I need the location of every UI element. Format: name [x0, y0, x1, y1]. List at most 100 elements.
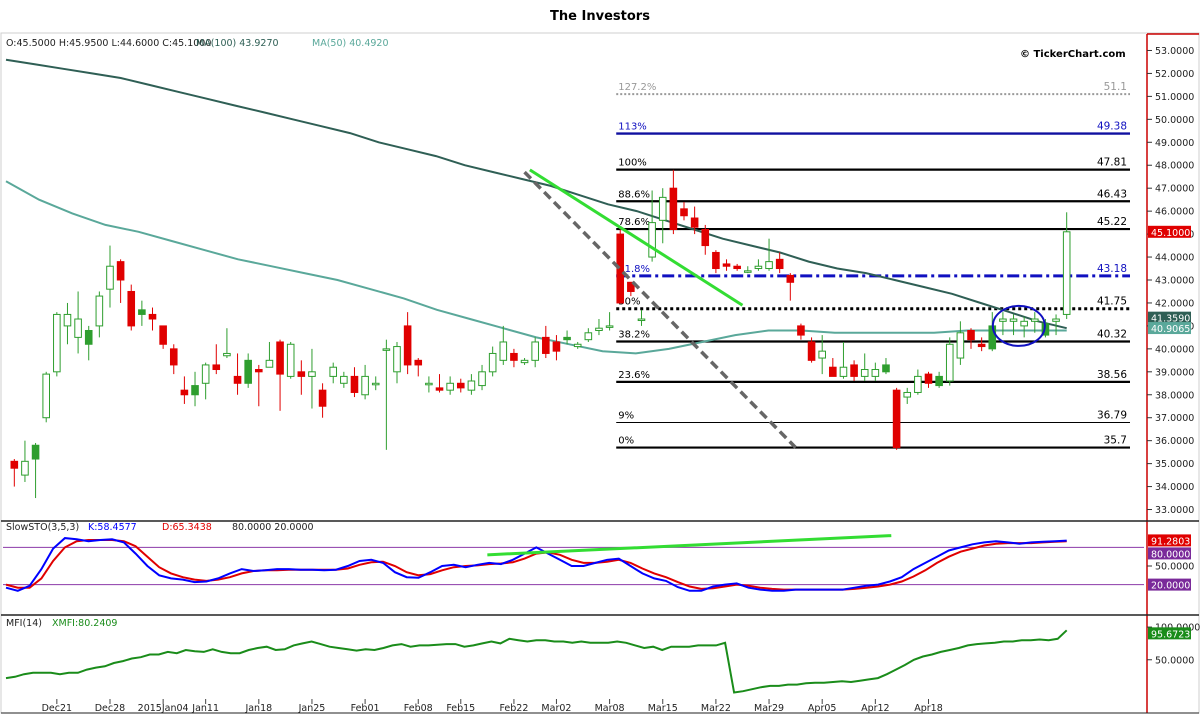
- candle-body: [573, 343, 582, 348]
- candle-body: [159, 325, 167, 345]
- candle-body: [371, 382, 380, 386]
- stoch-k-readout: K:58.4577: [88, 522, 137, 533]
- candle-body: [212, 364, 221, 371]
- stoch-levels-readout: 80.0000 20.0000: [232, 522, 314, 533]
- candle-body: [10, 460, 19, 469]
- fib-percent-label: 127.2%: [618, 82, 656, 93]
- ma50-line: [5, 180, 1067, 355]
- candle-body: [31, 444, 40, 460]
- x-tick-label: Jan25: [298, 703, 326, 714]
- x-tick-label: Jan11: [191, 703, 219, 714]
- candle-body: [977, 343, 986, 348]
- candle-body: [924, 373, 933, 384]
- stochastic-panel[interactable]: [3, 534, 1144, 592]
- candle-body: [84, 329, 93, 345]
- highlight-ellipse: [991, 304, 1046, 347]
- price-tick-label: 52.0000: [1155, 69, 1194, 80]
- candle-body: [648, 222, 656, 258]
- candle-body: [520, 359, 529, 364]
- candle-body: [510, 352, 518, 361]
- price-badge-label: 41.3590: [1151, 314, 1190, 325]
- fib-value-label: 46.43: [1097, 188, 1127, 200]
- price-tick-label: 51.0000: [1155, 92, 1194, 103]
- candle-body: [945, 343, 954, 382]
- stoch-badge-label: 80.0000: [1151, 549, 1190, 560]
- candle-body: [233, 375, 242, 384]
- candle-body: [637, 318, 646, 322]
- candle-body: [1009, 318, 1018, 322]
- candle-body: [850, 364, 858, 377]
- price-tick-label: 47.0000: [1155, 184, 1194, 195]
- stoch-badge: [1148, 578, 1191, 591]
- price-badge-label: 40.9065: [1151, 324, 1190, 335]
- stoch-badge-label: 91.2803: [1151, 536, 1190, 547]
- candle-body: [775, 258, 784, 270]
- fib-percent-label: 78.6%: [618, 217, 650, 228]
- chart-title: The Investors: [550, 9, 650, 24]
- candle-body: [797, 325, 805, 336]
- candle-body: [616, 233, 625, 304]
- stoch-badge: [1148, 534, 1191, 547]
- x-tick-label: Feb15: [446, 703, 475, 714]
- candle-body: [765, 261, 773, 270]
- candle-body: [116, 261, 125, 281]
- candle-body: [542, 336, 550, 354]
- mfi-badge: [1148, 627, 1191, 640]
- candle-body: [935, 375, 943, 387]
- candle-body: [999, 318, 1007, 322]
- mfi-readout: XMFI:80.2409: [52, 618, 117, 629]
- fib-value-label: 41.75: [1097, 296, 1127, 308]
- price-tick-label: 50.0000: [1155, 115, 1194, 126]
- price-tick-label: 36.0000: [1155, 436, 1194, 447]
- fib-value-label: 47.81: [1097, 157, 1127, 169]
- stoch-d-readout: D:65.3438: [162, 522, 212, 533]
- fib-percent-label: 61.8%: [618, 264, 650, 275]
- price-tick-label: 44.0000: [1155, 253, 1194, 264]
- x-tick-label: Feb01: [351, 703, 380, 714]
- price-tick-label: 35.0000: [1155, 459, 1194, 470]
- candle-body: [446, 382, 454, 391]
- fib-percent-label: 0%: [618, 436, 634, 447]
- candle-body: [829, 366, 837, 377]
- candle-body: [956, 332, 965, 359]
- candle-body: [382, 348, 391, 351]
- price-tick-label: 34.0000: [1155, 482, 1194, 493]
- trendline-green: [529, 168, 744, 307]
- x-tick-label: Mar08: [595, 703, 625, 714]
- candle-body: [74, 318, 82, 338]
- candle-body: [914, 375, 922, 393]
- fib-value-label: 38.56: [1097, 369, 1127, 381]
- candle-body: [1020, 320, 1028, 327]
- price-tick-label: 53.0000: [1155, 46, 1194, 57]
- fib-percent-label: 88.6%: [618, 189, 650, 200]
- price-badge: [1148, 322, 1191, 335]
- candle-body: [818, 350, 826, 359]
- candle-body: [286, 343, 295, 377]
- candle-body: [1062, 231, 1071, 315]
- price-tick-label: 43.0000: [1155, 276, 1194, 287]
- mfi-panel[interactable]: [5, 629, 1068, 694]
- fib-percent-label: 9%: [618, 411, 634, 422]
- candle-body: [276, 341, 284, 375]
- candle-body: [722, 263, 731, 267]
- fib-percent-label: 50%: [618, 297, 640, 308]
- candle-body: [63, 313, 72, 327]
- x-tick-label: Mar15: [648, 703, 678, 714]
- stoch-header: SlowSTO(3,5,3): [6, 522, 79, 533]
- candle-body: [627, 281, 635, 292]
- candle-body: [605, 325, 614, 328]
- candle-body: [138, 309, 146, 315]
- candle-body: [658, 196, 667, 221]
- price-badge: [1148, 311, 1191, 324]
- candle-body: [807, 341, 816, 361]
- candle-body: [297, 371, 306, 377]
- x-tick-label: Apr18: [914, 703, 943, 714]
- candle-body: [201, 364, 210, 384]
- stoch-badge-label: 20.0000: [1151, 581, 1190, 592]
- candle-body: [1052, 318, 1060, 322]
- price-panel[interactable]: 127.2% 51.1 113% 49.38 100% 47.81 88.6% 46.43 78…: [5, 58, 1130, 499]
- price-badge: [1148, 225, 1191, 238]
- x-tick-label: Feb08: [404, 703, 433, 714]
- fib-value-label: 35.7: [1104, 435, 1127, 447]
